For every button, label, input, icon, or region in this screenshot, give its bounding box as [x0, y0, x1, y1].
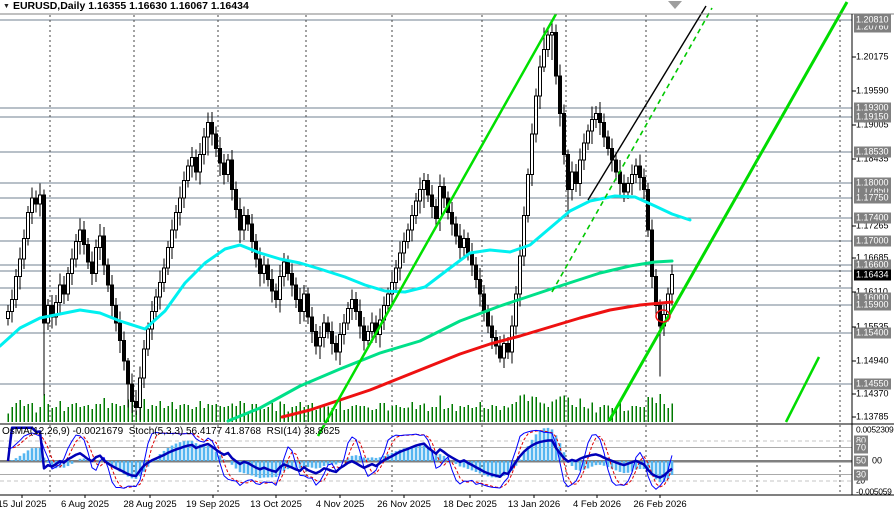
indicator-layer — [0, 426, 852, 490]
trend-lines-layer — [316, 1, 849, 437]
date-label: 15 Jul 2025 — [0, 499, 47, 510]
indicator-level-badge: 50 — [854, 455, 869, 467]
price-level-badge: 1.19300 — [854, 102, 891, 114]
price-level-badge: 1.16000 — [854, 292, 891, 304]
trendline-black-ray — [587, 5, 707, 201]
date-label: 28 Aug 2025 — [123, 499, 177, 510]
candles-layer — [6, 21, 674, 421]
indicator-level-badge: 70 — [854, 442, 869, 454]
price-level-badge: 1.18000 — [854, 177, 891, 189]
date-label: 4 Nov 2025 — [315, 499, 365, 510]
price-label: 1.13785 — [856, 411, 889, 422]
price-label: 1.14940 — [856, 355, 889, 366]
chart-frame — [0, 13, 894, 498]
chart-title: ▼ EURUSD,Daily 1.16355 1.16630 1.16067 1.… — [3, 0, 249, 13]
red-circle-annotation — [655, 309, 671, 323]
trendline-channel-1 — [316, 13, 558, 437]
indicator-legend: OsMA(12,26,9) -0.0021679 Stoch(5,3,3) 56… — [2, 426, 340, 437]
gray-arrow-marker — [668, 1, 682, 9]
price-level-badge: 1.17000 — [854, 235, 891, 247]
price-label: 1.14370 — [856, 388, 889, 399]
price-label: 1.18435 — [856, 153, 889, 164]
ma-fast-cyan — [0, 194, 692, 348]
price-label: 1.15535 — [856, 321, 889, 332]
indicator-axis-label: 20 — [856, 475, 865, 486]
volume-bars — [7, 394, 673, 422]
ma-slow-red — [280, 300, 674, 419]
moving-averages-layer — [0, 194, 692, 423]
indicator-level-badge: 80 — [854, 435, 869, 447]
price-label: 1.20175 — [856, 51, 889, 62]
price-level-badge: 1.20810 — [854, 14, 891, 26]
date-label: 6 Aug 2025 — [60, 499, 110, 510]
trendline-projection-dashed — [551, 7, 713, 293]
symbol-period-label: EURUSD,Daily — [12, 0, 86, 12]
price-level-badge: 1.18530 — [854, 146, 891, 158]
price-level-badge: 1.20760 — [854, 21, 891, 33]
price-label: 1.16685 — [856, 252, 889, 263]
ma-mid-springgreen — [226, 259, 674, 423]
date-label: 13 Oct 2025 — [250, 499, 302, 510]
price-level-badge: 1.19150 — [854, 111, 891, 123]
price-level-badge: 1.17400 — [854, 212, 891, 224]
indicator-axis-label: 0.0052309 — [856, 424, 894, 435]
date-label: 4 Feb 2026 — [572, 499, 622, 510]
price-label: 1.16110 — [856, 286, 888, 297]
indicator-axis-label: 00 — [872, 455, 883, 466]
price-label: 1.19005 — [856, 119, 889, 130]
price-level-badge: 1.17750 — [854, 192, 891, 204]
price-level-badge: 1.15400 — [854, 327, 891, 339]
price-label: 1.19590 — [856, 85, 889, 96]
price-level-badge: 1.15900 — [854, 299, 891, 311]
date-label: 26 Feb 2026 — [633, 499, 687, 510]
price-level-badge: 1.16600 — [854, 259, 891, 271]
date-label: 13 Jan 2026 — [507, 499, 561, 510]
price-label: 1.17265 — [856, 220, 889, 231]
chevron-down-icon[interactable]: ▼ — [3, 3, 10, 10]
price-level-badge: 1.17850 — [854, 185, 891, 197]
date-label: 18 Dec 2025 — [443, 499, 497, 510]
indicator-axis-label: -0.005059 — [856, 486, 892, 497]
date-label: 19 Sep 2025 — [186, 499, 240, 510]
ohlc-values: 1.16355 1.16630 1.16067 1.16434 — [88, 0, 249, 12]
current-price-badge: 1.16434 — [854, 269, 891, 281]
indicator-level-badge: 30 — [854, 469, 869, 481]
date-label: 26 Nov 2025 — [377, 499, 431, 510]
trendline-segment-right — [784, 356, 821, 423]
trendline-channel-2 — [607, 1, 849, 422]
price-level-badge: 1.14550 — [854, 378, 891, 390]
